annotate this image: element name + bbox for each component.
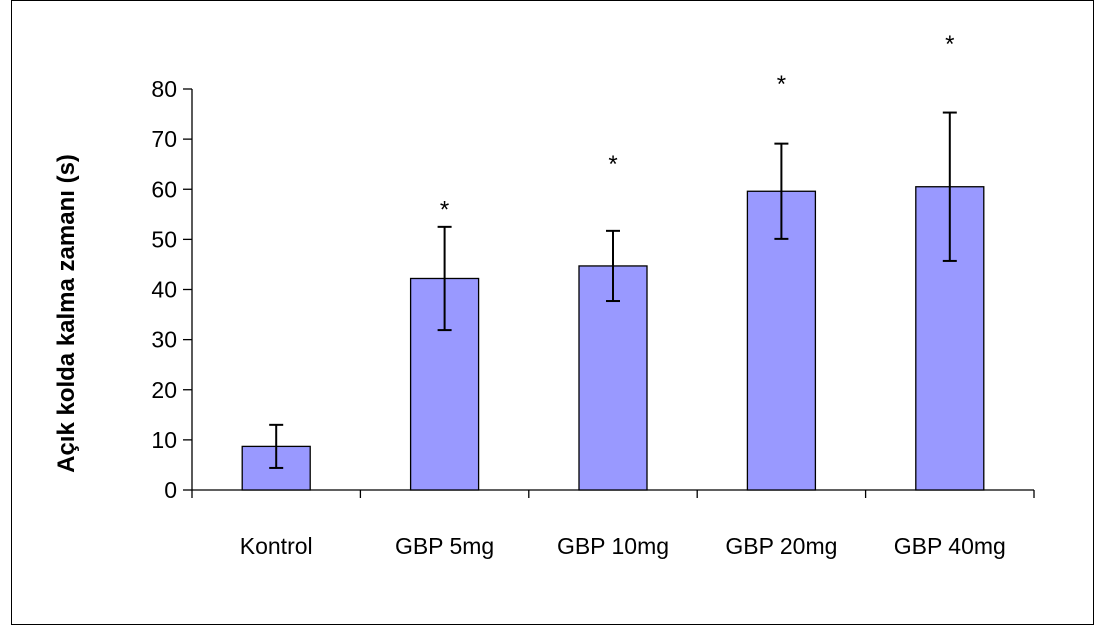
significance-marker: * [777,71,786,98]
x-axis: Kontrol GBP 5mg GBP 10mg GBP 20mg GBP 40mg [191,489,1035,559]
significance-marker: * [440,196,449,223]
chart-frame: 0 10 20 30 40 50 60 70 80 Kontrol GBP 5mg GBP 10mg… [11,0,1094,625]
significance-marker: * [608,151,617,178]
y-tick-label: 60 [151,176,177,202]
error-bars [269,111,957,469]
y-tick-label: 80 [151,76,177,102]
bars [241,186,985,491]
y-tick-label: 0 [164,477,177,503]
significance-marker: * [945,31,954,58]
y-tick-label: 10 [151,427,177,453]
y-tick-label: 40 [151,277,177,303]
bar [746,190,817,491]
y-tick-label: 50 [151,226,177,252]
x-category-label: GBP 5mg [395,533,494,559]
significance-markers: * * * * [440,31,955,223]
y-tick-label: 30 [151,327,177,353]
x-category-label: GBP 40mg [894,533,1006,559]
bar [578,265,648,491]
x-category-label: GBP 10mg [557,533,669,559]
y-axis-label: Açık kolda kalma zamanı (s) [53,154,80,473]
y-axis: 0 10 20 30 40 50 60 70 80 [151,76,193,503]
y-tick-label: 20 [151,377,177,403]
y-tick-label: 70 [151,126,177,152]
bar-chart: 0 10 20 30 40 50 60 70 80 Kontrol GBP 5mg GBP 10mg… [53,31,1035,559]
x-category-label: Kontrol [240,533,313,559]
x-category-label: GBP 20mg [725,533,837,559]
